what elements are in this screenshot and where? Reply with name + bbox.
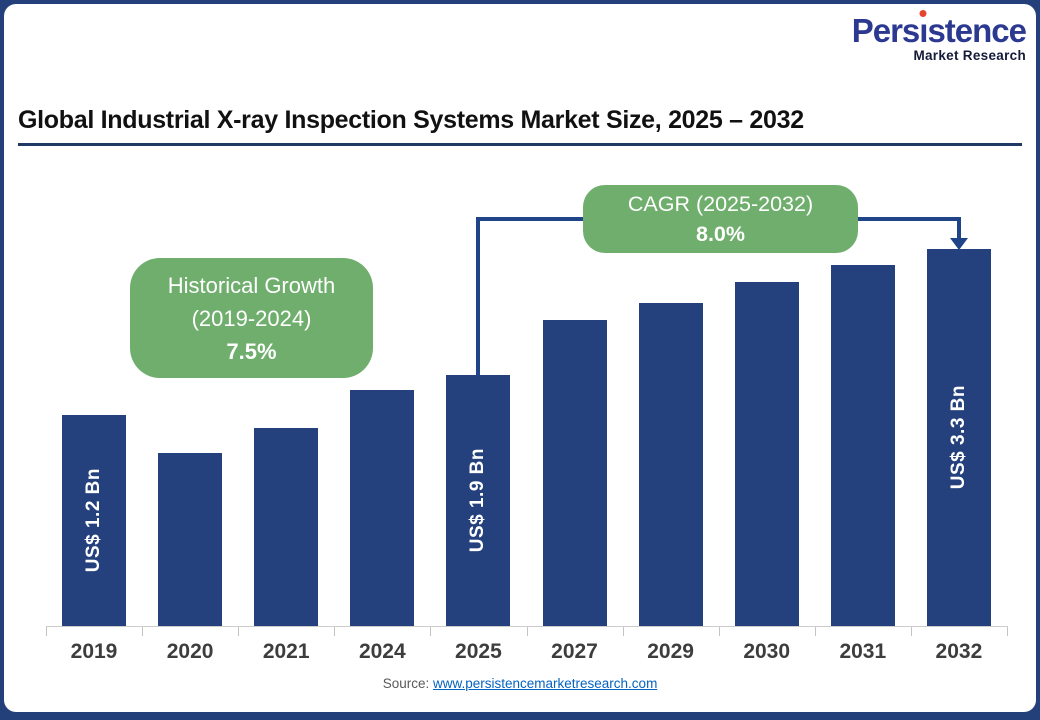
x-axis-tick	[142, 627, 144, 636]
cagr-title: CAGR (2025-2032)	[627, 191, 814, 216]
arrow-down-icon	[950, 238, 968, 250]
logo-i-letter: ı	[919, 10, 928, 49]
source-link[interactable]: www.persistencemarketresearch.com	[432, 676, 658, 691]
x-axis-tick	[814, 627, 816, 636]
historical-growth-value: 7.5%	[226, 338, 277, 364]
x-axis-tick	[910, 627, 912, 636]
bar-2020	[158, 453, 223, 626]
bar-2031	[830, 265, 895, 626]
x-axis-tick	[238, 627, 240, 636]
x-axis-label-2031: 2031	[839, 640, 887, 663]
bar-2032: US$ 3.3 Bn	[926, 249, 991, 626]
x-axis-labels: 2019 2020 2021 2024 2025 2027 2029 2030 2031 2032	[46, 640, 1008, 668]
logo-red-dot-icon	[919, 10, 927, 17]
x-axis-label-2027: 2027	[551, 640, 598, 663]
bar-value-label-2032: US$ 3.3 Bn	[947, 385, 969, 490]
bar-2027	[542, 320, 607, 626]
logo-brand-text: Persı stence	[851, 10, 1027, 49]
bar-value-label-2019: US$ 1.2 Bn	[83, 468, 105, 573]
x-axis-label-2024: 2024	[358, 640, 406, 663]
x-axis-tick	[622, 627, 624, 636]
source-line: Source: www.persistencemarketresearch.co…	[4, 676, 1036, 691]
connector-line-from-2025-bar	[476, 217, 480, 377]
bar-2029	[638, 303, 703, 626]
logo-subtitle-text: Market Research	[913, 48, 1026, 63]
x-axis-label-2029: 2029	[647, 640, 694, 663]
x-axis-label-2025: 2025	[455, 640, 502, 663]
x-axis-label-2032: 2032	[935, 640, 983, 663]
bar-value-label-2025: US$ 1.9 Bn	[467, 448, 489, 553]
bar-2021	[254, 428, 319, 626]
x-axis-tick	[526, 627, 528, 636]
cagr-value: 8.0%	[695, 222, 745, 246]
persistence-market-research-logo: Persı stence Market Research	[851, 10, 1027, 63]
x-axis-line	[46, 626, 1008, 627]
x-axis-label-2030: 2030	[743, 640, 791, 663]
x-axis-tick	[430, 627, 432, 636]
slide-content: Persı stence Market Research Global Indus…	[4, 4, 1036, 712]
connector-line-to-2032-bar	[957, 217, 961, 240]
x-axis-label-2021: 2021	[262, 640, 310, 663]
source-label: Source:	[382, 676, 430, 691]
connector-line-right	[854, 217, 961, 221]
historical-growth-callout: Historical Growth (2019-2024) 7.5%	[130, 258, 373, 378]
bar-2030	[734, 282, 799, 626]
x-axis-tick	[1007, 627, 1008, 636]
cagr-callout: CAGR (2025-2032) 8.0%	[583, 185, 858, 253]
title-underline	[18, 143, 1022, 146]
x-axis-tick	[46, 627, 47, 636]
bar-2019: US$ 1.2 Bn	[62, 415, 127, 626]
connector-line-left	[476, 217, 588, 221]
x-axis-label-2020: 2020	[166, 640, 214, 663]
historical-growth-period: (2019-2024)	[191, 305, 312, 331]
bar-2025: US$ 1.9 Bn	[446, 375, 511, 626]
bar-chart-plot-area: US$ 1.2 Bn US$ 1.9 Bn US$ 3.3 Bn	[46, 240, 1008, 626]
chart-title: Global Industrial X-ray Inspection Syste…	[18, 106, 804, 134]
x-axis-label-2019: 2019	[70, 640, 118, 663]
historical-growth-title: Historical Growth	[167, 272, 336, 298]
x-axis-tick	[334, 627, 336, 636]
x-axis-tick	[718, 627, 720, 636]
bar-2024	[350, 390, 415, 626]
